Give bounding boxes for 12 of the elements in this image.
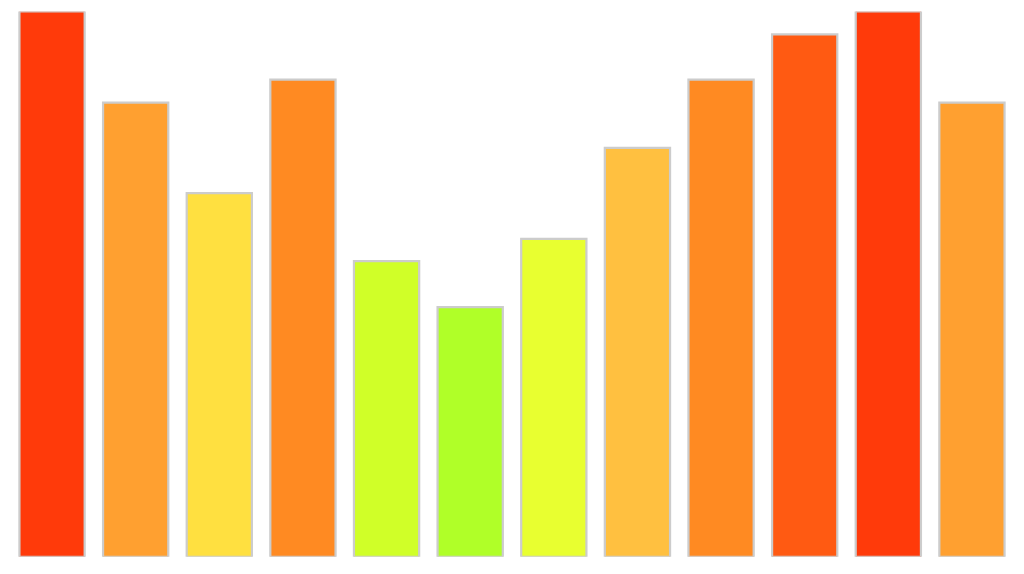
bar — [603, 146, 672, 557]
bar — [352, 260, 421, 557]
bar — [269, 78, 337, 557]
bar — [520, 237, 588, 557]
bar — [185, 191, 254, 557]
bar — [436, 305, 504, 557]
bar — [18, 11, 86, 557]
bar — [101, 101, 170, 557]
bar — [854, 11, 923, 557]
bar — [770, 33, 839, 557]
bar — [687, 78, 755, 557]
bar — [938, 101, 1006, 557]
